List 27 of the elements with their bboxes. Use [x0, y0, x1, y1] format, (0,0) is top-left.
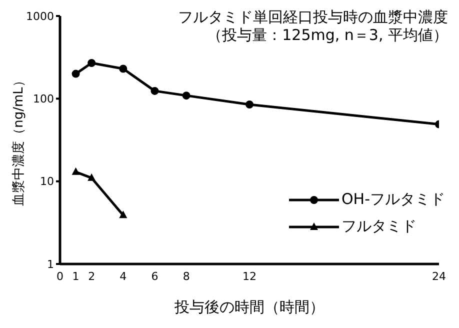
legend-label: フルタミド: [342, 217, 416, 236]
y-axis-title: 血漿中濃度（ng/mL）: [10, 74, 27, 206]
point: [182, 92, 190, 100]
y-tick-label: 1000: [26, 10, 54, 23]
x-tick-label: 2: [88, 270, 96, 283]
legend-label: OH-フルタミド: [342, 190, 445, 209]
x-tick-label: 6: [151, 270, 158, 283]
chart-title: フルタミド単回経口投与時の血漿中濃度: [177, 8, 448, 26]
text: （投与量：125mg, n＝3, 平均値）: [206, 26, 448, 44]
point: [72, 167, 80, 175]
point: [88, 173, 96, 181]
x-tick-label: 12: [242, 270, 256, 283]
point: [119, 210, 128, 218]
point: [119, 64, 128, 73]
x-tick-label: 8: [182, 270, 190, 283]
y-tick-label: 100: [33, 92, 54, 106]
x-axis-title: 投与後の時間（時間）: [174, 298, 324, 316]
y-tick-label: 10: [40, 175, 54, 188]
x-tick-label: 1: [72, 270, 80, 283]
point: [246, 100, 254, 108]
x-tick-label: 24: [432, 270, 446, 283]
x-tick-label: 4: [120, 270, 127, 283]
point: [150, 86, 159, 95]
y-tick-label: 1: [47, 258, 54, 271]
point: [88, 59, 96, 68]
x-tick-label: 0: [56, 270, 64, 283]
point: [72, 70, 80, 78]
